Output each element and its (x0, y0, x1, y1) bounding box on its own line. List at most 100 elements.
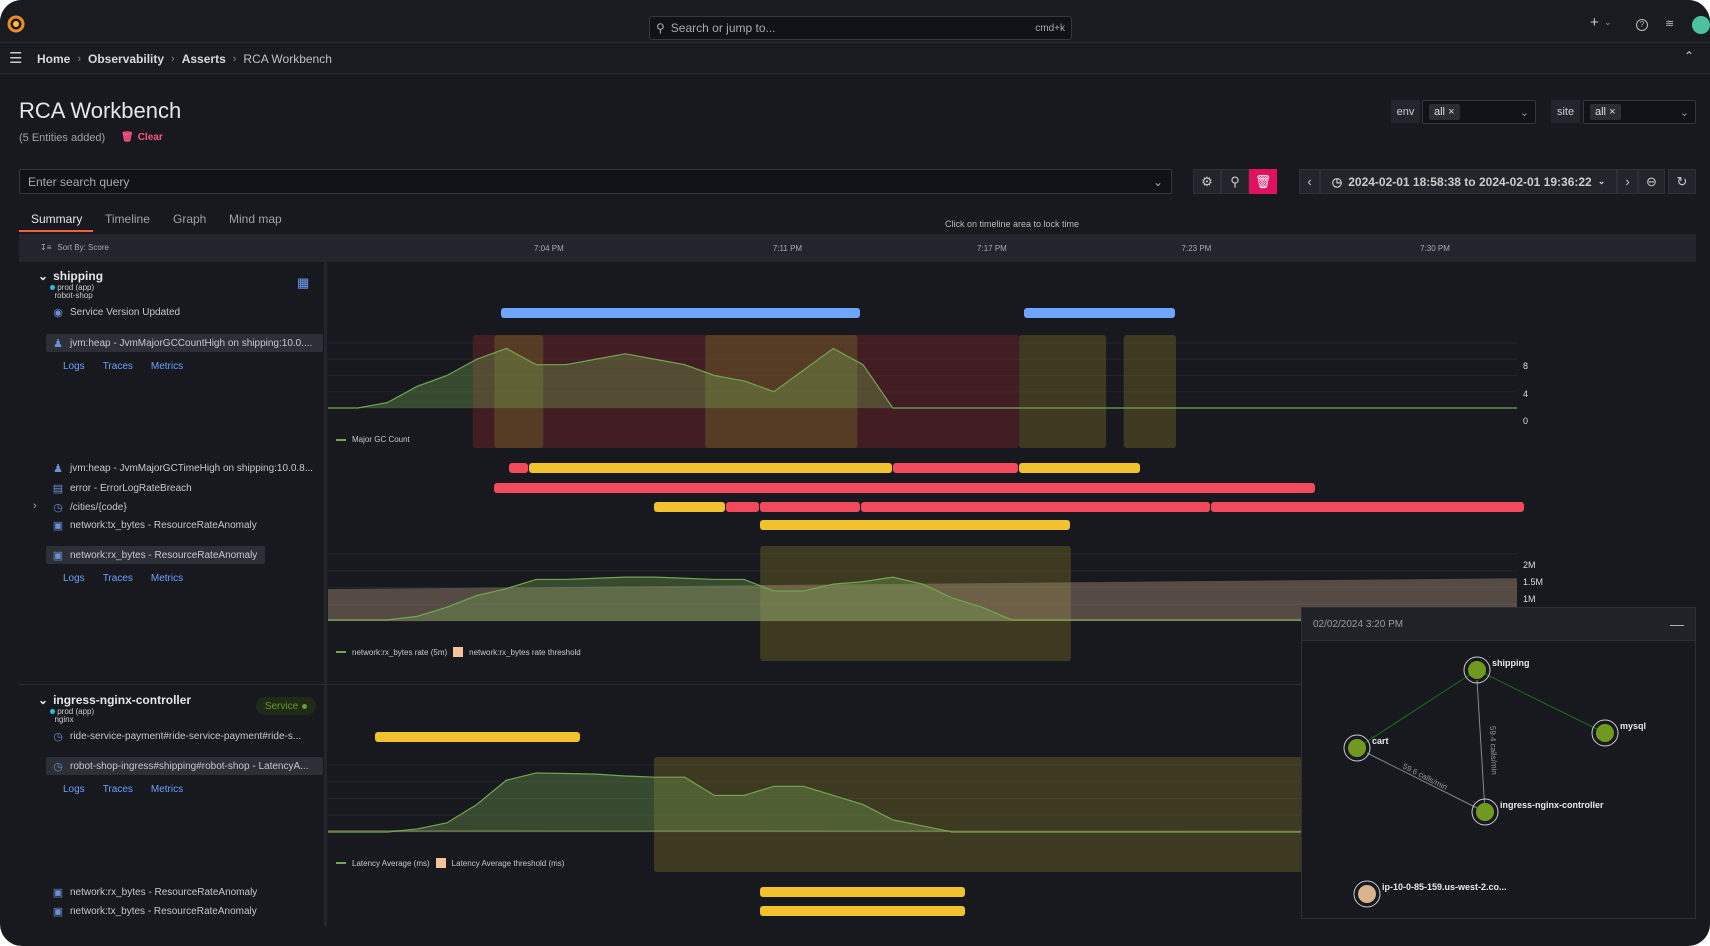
node-mysql[interactable]: mysql (1591, 719, 1646, 747)
edge-label: 59.6 calls/min (1401, 762, 1449, 792)
node-ingress-nginx-controller[interactable]: ingress-nginx-controller (1471, 798, 1604, 826)
refresh-button[interactable]: ↻ (1668, 169, 1696, 194)
global-search[interactable]: ⚲ Search or jump to... cmd+k (649, 16, 1072, 40)
chevron-down-icon: ⌄ (1519, 106, 1529, 119)
metrics-link[interactable]: Metrics (150, 784, 184, 795)
row-tx-bytes[interactable]: ▣ network:tx_bytes - ResourceRateAnomaly (52, 520, 257, 532)
tab-summary[interactable]: Summary (31, 212, 83, 226)
remove-icon[interactable]: × (1448, 106, 1455, 118)
row-rx-bytes[interactable]: ▣ network:rx_bytes - ResourceRateAnomaly (46, 546, 265, 564)
timeline-area[interactable]: Major GC Count 8 4 0 network:rx_bytes ra… (328, 262, 1657, 926)
settings-button[interactable]: ⚙ (1193, 169, 1221, 194)
traces-link[interactable]: Traces (102, 573, 133, 584)
svg-text:ip-10-0-85-159.us-west-2.co...: ip-10-0-85-159.us-west-2.co... (1382, 882, 1507, 892)
node-host[interactable]: ip-10-0-85-159.us-west-2.co... (1353, 880, 1507, 908)
site-select[interactable]: all × ⌄ (1583, 100, 1696, 124)
svg-text:ingress-nginx-controller: ingress-nginx-controller (1500, 800, 1604, 810)
logs-link[interactable]: Logs (63, 573, 85, 584)
clock-icon: ◷ (1331, 174, 1343, 189)
breadcrumb-observability[interactable]: Observability (88, 52, 165, 66)
tab-mind-map[interactable]: Mind map (229, 212, 282, 226)
menu-icon[interactable]: ☰ (9, 50, 23, 67)
red-event-bar[interactable] (509, 463, 529, 473)
topology-popup[interactable]: 02/02/2024 3:20 PM — 59.4 calls/min 59.6 … (1301, 607, 1696, 919)
svg-text:mysql: mysql (1620, 721, 1646, 731)
rx-bytes-chart[interactable] (328, 546, 1657, 661)
time-forward-button[interactable]: › (1617, 169, 1638, 194)
row-error-log[interactable]: ▤ error - ErrorLogRateBreach (52, 483, 192, 495)
yellow-event-bar[interactable] (653, 502, 726, 512)
metrics-link[interactable]: Metrics (150, 573, 184, 584)
olive-anomaly-region (1123, 335, 1176, 448)
yellow-event-bar[interactable] (1019, 463, 1140, 473)
entity-shipping[interactable]: ⌄ shipping (38, 269, 104, 283)
tab-timeline[interactable]: Timeline (105, 212, 150, 226)
row-ride-service[interactable]: ◷ ride-service-payment#ride-service-payme… (53, 731, 302, 743)
entity-ingress[interactable]: ⌄ ingress-nginx-controller (38, 693, 192, 707)
add-button[interactable]: + (1590, 14, 1599, 31)
row-ingress-tx-bytes[interactable]: ▣ network:tx_bytes - ResourceRateAnomaly (52, 906, 257, 918)
blue-event-bar[interactable] (501, 308, 860, 318)
red-event-bar[interactable] (726, 502, 760, 512)
row-service-version[interactable]: ◉ Service Version Updated (53, 307, 181, 319)
logs-link[interactable]: Logs (63, 361, 85, 372)
yellow-event-bar[interactable] (529, 463, 893, 473)
news-feed-icon[interactable]: ≋ (1665, 18, 1675, 30)
red-event-bar[interactable] (494, 483, 1316, 493)
row-links: Logs Traces Metrics (63, 573, 183, 584)
traces-link[interactable]: Traces (102, 361, 133, 372)
grid-view-icon[interactable]: ▦ (297, 275, 310, 290)
yellow-event-bar[interactable] (760, 520, 1070, 530)
chevron-down-icon[interactable]: ⌄ (1604, 17, 1612, 27)
time-tick: 7:17 PM (977, 244, 1007, 253)
breadcrumb-home[interactable]: Home (37, 52, 71, 66)
blue-event-bar[interactable] (1024, 308, 1175, 318)
red-event-bar[interactable] (893, 463, 1019, 473)
delete-button[interactable]: 🗑 (1249, 169, 1277, 194)
node-cart[interactable]: cart (1343, 734, 1389, 762)
chevron-right-icon[interactable]: › (33, 500, 37, 512)
red-event-bar[interactable] (760, 502, 860, 512)
traces-link[interactable]: Traces (102, 784, 133, 795)
clear-button[interactable]: 🗑 Clear (121, 132, 163, 143)
chevron-right-icon: › (1625, 174, 1630, 189)
yellow-event-bar[interactable] (375, 732, 581, 742)
search-query-input[interactable]: Enter search query ⌄ (19, 169, 1172, 194)
request-icon: ◷ (53, 731, 63, 743)
red-event-bar[interactable] (860, 502, 1211, 512)
panel-splitter[interactable] (324, 262, 327, 926)
row-links: Logs Traces Metrics (63, 784, 183, 795)
chevron-down-icon: ⌄ (1152, 174, 1163, 189)
time-back-button[interactable]: ‹ (1299, 169, 1320, 194)
avatar[interactable] (1692, 16, 1710, 34)
tab-graph[interactable]: Graph (173, 212, 207, 226)
row-robot-shop-latency[interactable]: ◷ robot-shop-ingress#shipping#robot-shop … (46, 757, 323, 775)
chart-legend: network:rx_bytes rate (5m) network:rx_byt… (336, 647, 581, 657)
topology-graph: 59.4 calls/min 59.6 calls/min shipping c… (1343, 656, 1646, 908)
search-filter-button[interactable]: ⚲ (1221, 169, 1249, 194)
breadcrumb-asserts[interactable]: Asserts (181, 52, 226, 66)
time-range-picker[interactable]: ◷ 2024-02-01 18:58:38 to 2024-02-01 19:36… (1320, 169, 1617, 194)
node-shipping[interactable]: shipping (1463, 656, 1530, 684)
zoom-out-button[interactable]: ⊖ (1638, 169, 1665, 194)
row-ingress-rx-bytes[interactable]: ▣ network:rx_bytes - ResourceRateAnomaly (52, 887, 258, 899)
remove-icon[interactable]: × (1609, 106, 1616, 118)
metrics-link[interactable]: Metrics (150, 361, 184, 372)
svg-text:shipping: shipping (1492, 658, 1530, 668)
row-cities-code[interactable]: ◷/cities/{code} (53, 502, 127, 514)
red-event-bar[interactable] (1211, 502, 1525, 512)
help-icon[interactable]: ? (1636, 19, 1648, 31)
yellow-event-bar[interactable] (760, 887, 966, 897)
edge-label: 59.4 calls/min (1488, 726, 1499, 775)
minimize-icon[interactable]: — (1670, 616, 1684, 632)
env-select[interactable]: all × ⌄ (1422, 100, 1536, 124)
sort-button[interactable]: ↧≡ Sort By: Score (40, 243, 109, 252)
collapse-icon[interactable]: ⌃ (1684, 49, 1695, 63)
shortcut-hint: cmd+k (1035, 22, 1065, 34)
yellow-event-bar[interactable] (760, 906, 966, 916)
logs-link[interactable]: Logs (63, 784, 85, 795)
row-jvm-gc-count[interactable]: ♟ jvm:heap - JvmMajorGCCountHigh on shipp… (46, 334, 323, 352)
row-jvm-gc-time[interactable]: ♟ jvm:heap - JvmMajorGCTimeHigh on shippi… (53, 463, 314, 475)
gc-count-chart[interactable] (328, 335, 1657, 448)
grafana-logo-icon[interactable] (7, 15, 25, 33)
